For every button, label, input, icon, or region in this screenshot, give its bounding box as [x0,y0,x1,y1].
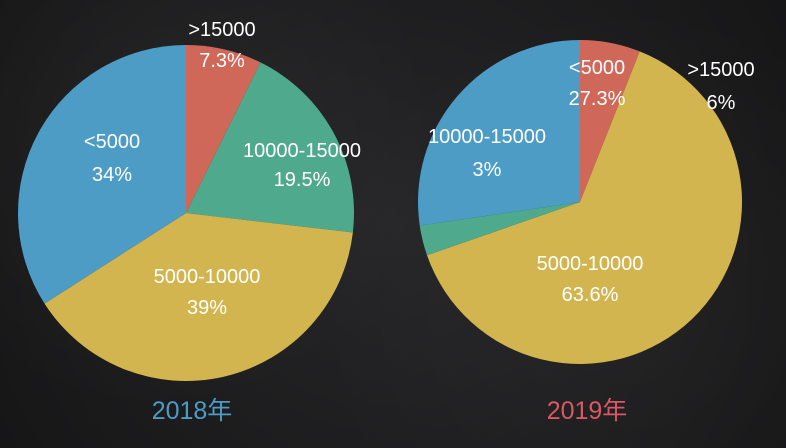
slice-value-label: 19.5% [274,169,331,191]
pie-slice [419,202,580,256]
slice-category-label: 5000-10000 [537,253,644,275]
slice-category-label: >15000 [687,59,754,81]
pie-slice [418,40,580,226]
pie-slice [17,45,187,304]
pie-slice [44,213,353,381]
slice-category-label: 5000-10000 [154,266,261,288]
pie-slice [186,62,354,233]
slice-value-label: 39% [187,297,227,319]
slice-category-label: <5000 [569,57,625,79]
slice-category-label: <5000 [84,131,140,153]
pie-0 [17,45,354,381]
pie-1 [418,40,742,365]
slice-category-label: 10000-15000 [243,140,361,162]
pie-slice [186,45,261,213]
slice-value-label: 63.6% [562,284,619,306]
slice-value-label: 3% [473,159,502,181]
slice-value-label: 7.3% [199,50,245,72]
pie-slice [580,40,640,202]
slice-value-label: 27.3% [569,88,626,110]
chart-2018-title: 2018年 [152,397,233,425]
chart-2019-title: 2019年 [547,397,628,425]
slice-category-label: 10000-15000 [428,126,546,148]
slice-value-label: 34% [92,164,132,186]
slice-value-label: 6% [707,92,736,114]
pie-slice [427,51,742,365]
slice-category-label: >15000 [188,19,255,41]
